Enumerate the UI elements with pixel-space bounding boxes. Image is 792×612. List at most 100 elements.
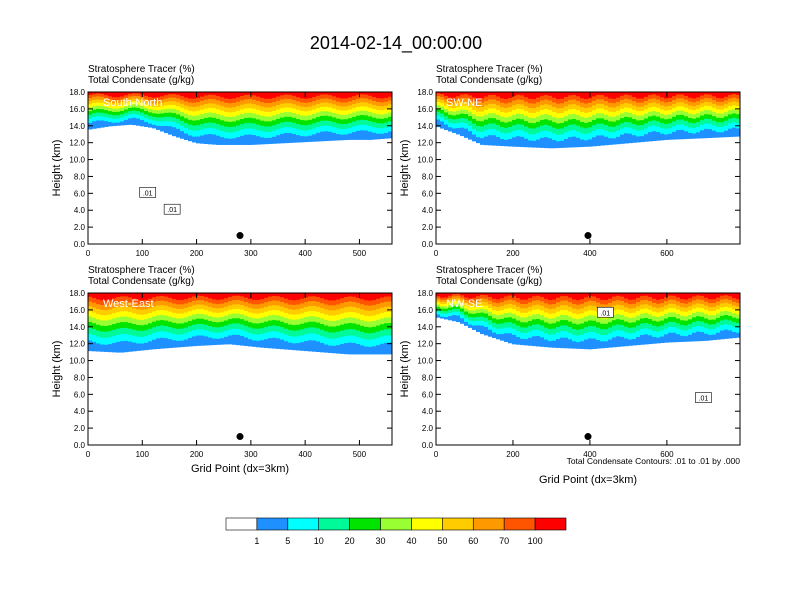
tracer-band-cell: [196, 97, 201, 103]
tracer-band-cell: [264, 326, 269, 333]
tracer-band-cell: [620, 112, 625, 119]
tracer-band-cell: [124, 293, 129, 297]
tracer-band-cell: [564, 319, 569, 326]
tracer-band-cell: [368, 92, 373, 96]
tracer-band-cell: [524, 92, 529, 98]
tracer-band-cell: [520, 326, 525, 333]
tracer-band-cell: [196, 318, 201, 324]
tracer-band-cell: [660, 330, 665, 337]
tracer-band-cell: [364, 119, 369, 126]
tracer-band-cell: [712, 130, 717, 138]
tracer-band-cell: [536, 318, 541, 325]
tracer-band-cell: [184, 302, 189, 308]
tracer-band-cell: [524, 120, 529, 127]
tracer-band-cell: [92, 334, 97, 342]
tracer-band-cell: [516, 113, 521, 119]
tracer-band-cell: [316, 333, 321, 342]
tracer-band-cell: [248, 321, 253, 328]
tracer-band-cell: [308, 326, 313, 334]
tracer-band-cell: [268, 125, 273, 132]
tracer-band-cell: [552, 307, 557, 314]
tracer-band-cell: [700, 129, 705, 139]
tracer-band-cell: [148, 328, 153, 335]
tracer-band-cell: [264, 321, 269, 328]
tracer-band-cell: [340, 307, 345, 314]
tracer-band-cell: [444, 101, 449, 106]
tracer-band-cell: [584, 98, 589, 104]
tracer-band-cell: [540, 119, 545, 126]
tracer-band-cell: [656, 307, 661, 313]
tracer-band-cell: [312, 92, 317, 98]
tracer-band-cell: [252, 128, 257, 136]
tracer-band-cell: [240, 135, 245, 145]
tracer-band-cell: [500, 327, 505, 335]
tracer-band-cell: [644, 312, 649, 318]
tracer-band-cell: [608, 137, 613, 145]
tracer-band-cell: [252, 327, 257, 335]
tracer-band-cell: [580, 138, 585, 147]
tracer-band-cell: [116, 341, 121, 353]
tracer-band-cell: [176, 101, 181, 107]
tracer-band-cell: [440, 93, 445, 98]
tracer-band-cell: [92, 328, 97, 336]
tracer-band-cell: [376, 330, 381, 339]
tracer-band-cell: [436, 114, 441, 120]
tracer-band-cell: [336, 101, 341, 106]
tracer-band-cell: [720, 92, 725, 99]
tracer-band-cell: [176, 123, 181, 129]
tracer-band-cell: [312, 305, 317, 312]
tracer-band-cell: [292, 95, 297, 100]
plot-frame: [87, 91, 393, 245]
tracer-band-cell: [108, 303, 113, 310]
tracer-band-cell: [308, 114, 313, 120]
tracer-band-cell: [212, 321, 217, 328]
tracer-band-cell: [164, 295, 169, 302]
tracer-band-cell: [484, 135, 489, 146]
tracer-band-cell: [184, 298, 189, 304]
tracer-band-cell: [264, 120, 269, 127]
tracer-band-cell: [204, 117, 209, 123]
tracer-band-cell: [452, 107, 457, 112]
tracer-band-cell: [156, 325, 161, 332]
contour-note: Total Condensate Contours: .01 to .01 by…: [567, 456, 741, 466]
tracer-band-cell: [572, 293, 577, 300]
tracer-band-cell: [736, 101, 740, 107]
tracer-band-cell: [100, 96, 105, 100]
tracer-band-cell: [368, 346, 373, 355]
tracer-band-cell: [676, 300, 681, 306]
tracer-band-cell: [704, 313, 709, 319]
tracer-band-cell: [132, 92, 137, 96]
tracer-band-cell: [624, 293, 629, 299]
tracer-band-cell: [224, 111, 229, 117]
tracer-band-cell: [324, 92, 329, 95]
tracer-band-cell: [292, 324, 297, 331]
y-tick-label: 6.0: [422, 390, 434, 399]
tracer-band-cell: [172, 116, 177, 123]
tracer-band-cell: [616, 130, 621, 137]
tracer-band-cell: [316, 301, 321, 307]
tracer-band-cell: [532, 127, 537, 135]
tracer-band-cell: [564, 300, 569, 306]
tracer-band-cell: [312, 133, 317, 142]
tracer-band-cell: [552, 121, 557, 128]
tracer-band-cell: [660, 127, 665, 134]
tracer-band-cell: [480, 120, 485, 127]
tracer-band-cell: [540, 314, 545, 321]
tracer-band-cell: [468, 297, 473, 302]
tracer-band-cell: [368, 300, 373, 306]
tracer-band-cell: [148, 96, 153, 100]
tracer-band-cell: [260, 105, 265, 112]
tracer-band-cell: [88, 339, 93, 352]
tracer-band-cell: [728, 295, 733, 300]
tracer-band-cell: [360, 129, 365, 140]
tracer-band-cell: [660, 298, 665, 304]
tracer-band-cell: [708, 314, 713, 320]
tracer-band-cell: [696, 100, 701, 106]
tracer-band-cell: [440, 92, 445, 95]
tracer-field: [88, 293, 392, 445]
tracer-band-cell: [624, 337, 629, 347]
tracer-band-cell: [112, 307, 117, 314]
tracer-band-cell: [376, 122, 381, 129]
tracer-band-cell: [384, 293, 389, 297]
tracer-band-cell: [268, 106, 273, 112]
